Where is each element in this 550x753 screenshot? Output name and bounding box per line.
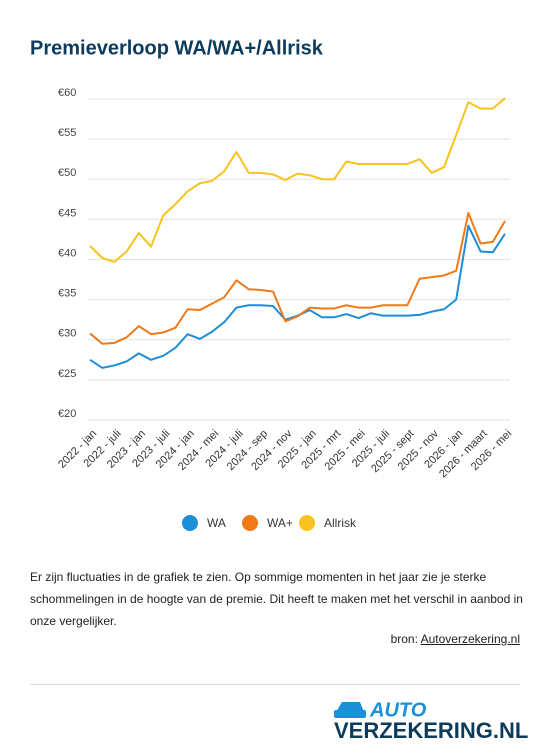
series-line [89, 224, 506, 369]
y-tick-label: €25 [58, 368, 76, 380]
y-tick-label: €50 [58, 167, 76, 179]
y-tick-label: €20 [58, 408, 76, 420]
source: bron: Autoverzekering.nl [391, 632, 520, 646]
description: Er zijn fluctuaties in de grafiek te zie… [30, 570, 523, 628]
chart: Premieverloop WA/WA+/Allrisk €20 €25 €30 €3… [30, 37, 514, 531]
separator [30, 684, 520, 685]
logo: AUTO VERZEKERING.NL [334, 699, 528, 743]
source-link[interactable]: Autoverzekering.nl [420, 632, 520, 646]
y-tick-label: €55 [58, 127, 76, 139]
series-line [89, 211, 506, 345]
legend-marker [299, 515, 315, 531]
series-line [89, 97, 506, 263]
y-tick-label: €45 [58, 207, 76, 219]
y-tick-label: €35 [58, 288, 76, 300]
legend-marker [182, 515, 198, 531]
y-tick-label: €40 [58, 247, 76, 259]
logo-icon [334, 702, 366, 718]
legend-marker [242, 515, 258, 531]
legend-label: WA [207, 516, 226, 530]
y-tick-label: €60 [58, 87, 76, 99]
legend-label: WA+ [267, 516, 293, 530]
y-tick-label: €30 [58, 328, 76, 340]
chart-title: Premieverloop WA/WA+/Allrisk [30, 37, 324, 59]
logo-bottom: VERZEKERING.NL [334, 718, 528, 743]
legend-label: Allrisk [324, 516, 357, 530]
source-label: bron: [390, 632, 418, 646]
logo-top: AUTO [369, 699, 427, 721]
